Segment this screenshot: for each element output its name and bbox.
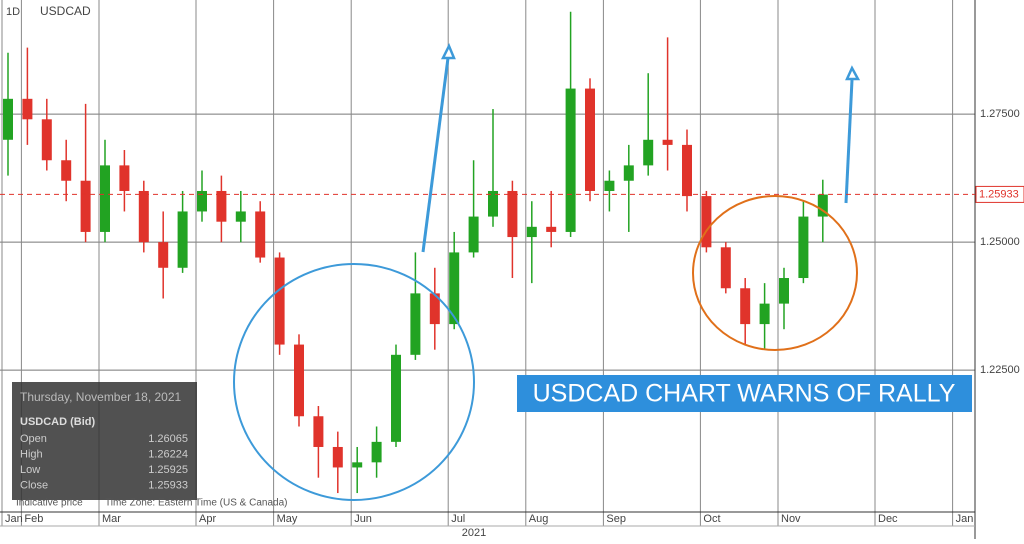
x-tick-label: Jun xyxy=(354,513,372,525)
info-note: Indicative price xyxy=(16,498,83,509)
candle-body xyxy=(255,211,266,258)
x-tick-label: Mar xyxy=(102,513,121,525)
candle-body xyxy=(468,216,479,253)
x-tick-label: Apr xyxy=(199,513,216,525)
arrow xyxy=(421,57,450,253)
last-price-tag xyxy=(975,185,1024,203)
candle-body xyxy=(643,139,654,166)
candle-body xyxy=(177,211,188,268)
x-tick-label: Jan xyxy=(956,513,974,525)
candle-body xyxy=(61,160,72,181)
candle-body xyxy=(294,344,304,417)
candle-body xyxy=(216,190,227,222)
arrow xyxy=(844,79,854,204)
candle-body xyxy=(507,190,518,238)
last-price-label: 1.25933 xyxy=(979,188,1019,200)
candle-body xyxy=(80,180,91,232)
interval: 1D xyxy=(6,6,20,18)
info-label: High xyxy=(20,448,43,460)
candle-body xyxy=(119,165,130,191)
candle-body xyxy=(623,165,634,181)
candle-body xyxy=(798,216,809,279)
x-tick-label: Sep xyxy=(606,513,626,525)
info-box: Thursday, November 18, 2021 USDCAD (Bid)… xyxy=(12,382,197,500)
info-box-bg xyxy=(12,382,197,500)
candle-body xyxy=(352,462,363,468)
candle-body xyxy=(138,190,149,243)
candles xyxy=(3,11,828,494)
candle-body xyxy=(740,288,751,325)
candle-body xyxy=(41,119,52,161)
candle-body xyxy=(817,194,828,217)
y-tick-label: 1.22500 xyxy=(980,364,1020,376)
candle-body xyxy=(429,293,440,325)
candle-body xyxy=(449,252,460,325)
annotation: USDCAD CHART WARNS OF RALLY xyxy=(533,380,956,408)
candle-body xyxy=(526,226,537,238)
y-tick-label: 1.27500 xyxy=(980,108,1020,120)
year-label: 2021 xyxy=(462,527,486,539)
candle-body xyxy=(235,211,246,222)
candle-body xyxy=(391,354,401,442)
info-value: 1.26224 xyxy=(148,448,188,460)
candle-body xyxy=(759,303,770,325)
info-label: Open xyxy=(20,433,47,445)
info-rows: Open 1.26065 High 1.26224 Low 1.25925 Close 1.2… xyxy=(20,433,188,492)
info-date: Thursday, November 18, 2021 xyxy=(20,390,182,404)
info-value: 1.25933 xyxy=(148,479,188,491)
x-tick-label: Oct xyxy=(703,513,720,525)
x-tick-label: Jan xyxy=(5,513,23,525)
symbol: USDCAD xyxy=(40,4,91,18)
highlight-circle xyxy=(233,263,475,501)
candle-body xyxy=(720,247,731,289)
candle-body xyxy=(682,144,692,197)
candle-body xyxy=(488,190,498,217)
candle-body xyxy=(546,226,557,232)
info-timezone: Time Zone: Eastern Time (US & Canada) xyxy=(105,498,287,509)
x-tick-label: Jul xyxy=(451,513,465,525)
candle-body xyxy=(371,441,382,463)
candle-body xyxy=(585,88,595,191)
x-tick-label: May xyxy=(277,513,298,525)
candle-body xyxy=(158,242,169,268)
x-tick-label: Dec xyxy=(878,513,898,525)
candle-body xyxy=(274,257,285,345)
candle-body xyxy=(22,98,33,120)
info-instrument: USDCAD (Bid) xyxy=(20,416,95,428)
y-tick-label: 1.25000 xyxy=(980,236,1020,248)
candle-body xyxy=(410,293,421,355)
x-tick-label: Aug xyxy=(529,513,549,525)
candle-body xyxy=(604,180,615,191)
candle-body xyxy=(197,190,207,212)
candle-body xyxy=(100,165,110,232)
candle-body xyxy=(662,139,673,145)
info-value: 1.25925 xyxy=(148,464,188,476)
info-label: Low xyxy=(20,464,40,476)
info-value: 1.26065 xyxy=(148,433,188,445)
info-label: Close xyxy=(20,479,48,491)
annotation-banner xyxy=(517,375,972,412)
candle-body xyxy=(332,446,343,468)
candle-body xyxy=(565,88,576,232)
x-tick-label: Feb xyxy=(24,513,43,525)
candle-body xyxy=(313,416,324,447)
candle-body xyxy=(779,278,789,304)
x-tick-label: Nov xyxy=(781,513,801,525)
candle-body xyxy=(3,98,13,140)
candle-body xyxy=(701,196,712,248)
highlight-circle xyxy=(692,195,858,351)
grid xyxy=(0,0,975,526)
arrowhead xyxy=(845,65,861,81)
arrowhead xyxy=(440,42,456,60)
